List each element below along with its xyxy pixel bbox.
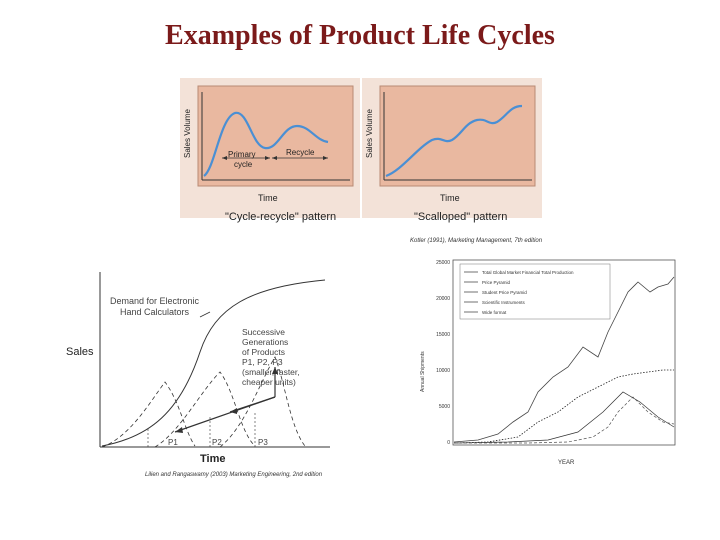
cycle-recycle-curve [203,111,329,177]
primary-label-line2: cycle [234,160,253,169]
succ-label-line4: P1, P2, P3 [242,357,283,367]
scalloped-curve [385,104,523,178]
legend-box [459,263,611,320]
series-price-pyramid [453,369,674,444]
y-tick-label: 15000 [436,332,450,338]
succ-arrowhead-3 [272,367,278,374]
scalloped-diagram: Sales Volume Time [362,78,542,218]
x-axis-label: Time [258,193,278,203]
cycle-recycle-panel: Sales Volume Time Primary cycle Recycle … [180,78,360,228]
y-axis-label: Sales Volume [365,109,374,158]
x-axis-title: YEAR [558,460,575,466]
x-axis-label: Time [200,453,225,465]
legend-entry: Wide format [482,310,507,315]
recycle-arrowhead-right [323,156,328,160]
y-ticks: 25000 20000 15000 10000 5000 0 [436,260,450,446]
succ-label-line3: of Products [242,347,285,357]
scalloped-caption: "Scalloped" pattern [414,211,508,223]
demand-label-line2: Hand Calculators [120,307,190,317]
succ-label-line6: cheaper units) [242,377,296,387]
scalloped-panel: Sales Volume Time "Scalloped" pattern [362,78,542,228]
y-tick-label: 10000 [436,368,450,374]
production-panel: 25000 20000 15000 10000 5000 0 Total Global M… [418,252,680,467]
page-title: Examples of Product Life Cycles [165,20,555,51]
y-tick-label: 5000 [439,404,450,410]
p3-curve [219,356,306,448]
succ-arrowhead-1 [175,427,183,433]
cycle-recycle-caption: "Cycle-recycle" pattern [225,211,337,223]
legend: Total Global Market Financial Total Prod… [464,270,574,315]
series-student [453,391,675,444]
succ-label-line5: (smaller, faster, [242,367,300,377]
y-axis-title: Annual Shipments [420,351,426,392]
kotler-credit: Kotler (1991), Marketing Management, 7th… [410,238,543,244]
demand-curve [101,279,326,447]
legend-entry: Student Price Pyramid [482,290,527,295]
demand-label-line1: Demand for Electronic [110,296,200,306]
series-total [453,276,675,443]
legend-entry: Price Pyramid [482,280,511,285]
primary-arrowhead-right [265,156,270,160]
primary-label-line1: Primary [228,150,256,159]
y-axis-label: Sales Volume [183,109,192,158]
p2-curve [154,371,256,448]
legend-entry: Scientific Instruments [482,300,526,305]
recycle-label: Recycle [286,148,315,157]
succ-arrowhead-2 [230,408,237,414]
p1-label: P1 [168,438,178,447]
recycle-arrowhead-left [272,156,277,160]
legend-entry: Total Global Market Financial Total Prod… [482,270,574,275]
demand-pointer [199,311,211,318]
p1-curve [101,381,196,448]
succ-arrow-2 [229,396,276,413]
primary-arrowhead-left [222,156,227,160]
y-tick-label: 25000 [436,260,450,266]
series-scientific [454,396,675,444]
y-axis-label: Sales [66,346,94,358]
cycle-recycle-diagram: Sales Volume Time Primary cycle Recycle [180,78,360,218]
production-chart: 25000 20000 15000 10000 5000 0 Total Global M… [420,259,676,466]
y-tick-label: 20000 [436,296,450,302]
p2-label: P2 [212,438,222,447]
calculator-panel: Sales Time Demand for Electronic Hand Ca… [60,262,340,472]
y-tick-label: 0 [447,440,450,446]
plot-area [197,85,354,187]
succ-label-line1: Successive [242,327,285,337]
calculator-diagram: Sales Time Demand for Electronic Hand Ca… [66,272,330,465]
succ-label-line2: Generations [242,337,288,347]
lilien-credit: Lilien and Rangaswamy (2003) Marketing E… [145,472,323,478]
p3-label: P3 [258,438,268,447]
x-axis-label: Time [440,193,460,203]
